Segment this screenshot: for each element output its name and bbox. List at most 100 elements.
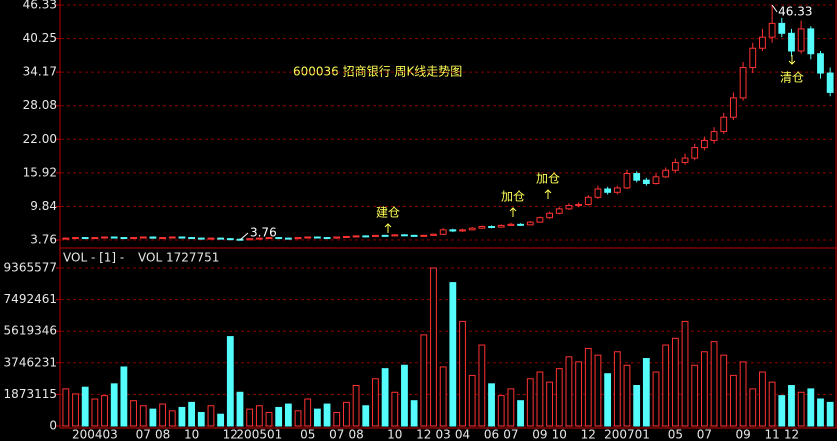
volume-bar xyxy=(313,408,321,427)
candle-body xyxy=(459,229,466,232)
volume-bar xyxy=(246,408,254,427)
y-tick-label: 9.84 xyxy=(30,199,57,213)
y-tick-label: 40.25 xyxy=(23,31,57,45)
x-tick-label: 04 xyxy=(455,428,470,441)
candle-body xyxy=(226,238,234,241)
candle-body xyxy=(594,188,602,198)
y-tick-label: 5619346 xyxy=(4,324,57,338)
x-tick-label: 200701 xyxy=(604,428,650,441)
volume-bar xyxy=(517,400,524,427)
volume-bar xyxy=(391,391,399,427)
indicator-label: VOL - [1] - xyxy=(63,251,124,265)
volume-bar xyxy=(275,406,283,427)
annotation-arrow-head xyxy=(544,189,552,194)
volume-bar xyxy=(323,403,331,427)
x-tick-label: 05 xyxy=(668,428,683,441)
volume-bar xyxy=(730,374,737,427)
candle-body xyxy=(768,22,776,38)
candle-body xyxy=(217,237,225,240)
pointer xyxy=(239,232,249,241)
x-tick-label: 08 xyxy=(155,428,170,441)
volume-bar xyxy=(343,401,350,427)
volume-bar xyxy=(401,364,408,427)
candle-body xyxy=(130,237,137,240)
candle-body xyxy=(139,236,147,239)
candle-body xyxy=(565,205,573,210)
volume-bar xyxy=(294,410,302,427)
volume-bar xyxy=(168,410,176,427)
volume-bar xyxy=(226,336,234,427)
candle-body xyxy=(720,116,728,133)
x-tick-label: 09 xyxy=(532,428,547,441)
volume-bar xyxy=(217,413,225,427)
volume-bar xyxy=(372,378,379,427)
y-tick-label: 9365577 xyxy=(4,261,57,275)
x-tick-label: 07 xyxy=(697,428,712,441)
candle-body xyxy=(575,203,583,207)
y-tick-label: 15.92 xyxy=(23,165,57,179)
candle-body xyxy=(739,67,747,99)
candle-body xyxy=(168,236,176,239)
x-tick-label: 200501 xyxy=(236,428,282,441)
candle-body xyxy=(401,234,408,237)
candle-body xyxy=(671,161,679,171)
volume-bar xyxy=(817,398,824,427)
volume-bar xyxy=(449,282,457,427)
volume-bar xyxy=(91,398,99,427)
x-tick-label: 07 xyxy=(329,428,344,441)
candle-body xyxy=(439,229,447,235)
volume-bar xyxy=(381,368,389,427)
volume-bar xyxy=(749,388,757,427)
volume-bar xyxy=(101,395,108,427)
x-tick-label: 07 xyxy=(136,428,151,441)
volume-bar xyxy=(333,412,341,427)
candle-body xyxy=(691,147,699,159)
volume-bar xyxy=(536,371,544,427)
candle-body xyxy=(536,217,544,223)
candle-body xyxy=(81,237,89,240)
volume-bar xyxy=(575,361,583,427)
high-label: 46.33 xyxy=(778,5,812,19)
volume-bar xyxy=(110,383,118,427)
volume-bar xyxy=(691,364,699,427)
candle-body xyxy=(207,237,215,240)
candle-body xyxy=(62,237,70,240)
x-tick-label: 12 xyxy=(784,428,799,441)
x-tick-label: 10 xyxy=(552,428,567,441)
volume-bar xyxy=(120,366,128,427)
candle-body xyxy=(517,223,524,226)
volume-bar xyxy=(671,337,679,427)
candle-body xyxy=(778,22,786,34)
volume-bar xyxy=(352,385,360,427)
candle-body xyxy=(759,36,766,49)
volume-bar xyxy=(478,344,486,427)
y-tick-label: 28.08 xyxy=(23,98,57,112)
volume-bar xyxy=(265,412,273,427)
candle-body xyxy=(343,235,350,238)
volume-bar xyxy=(507,388,515,427)
pointer xyxy=(771,4,778,13)
candle-body xyxy=(700,139,708,149)
candle-body xyxy=(468,227,476,231)
candle-body xyxy=(381,234,389,237)
x-tick-label: 06 xyxy=(484,428,499,441)
candle-body xyxy=(478,226,486,229)
volume-bar xyxy=(459,320,466,427)
candle-body xyxy=(255,237,263,240)
volume-bar xyxy=(739,361,747,427)
candle-body xyxy=(110,236,118,239)
chart-title: 600036 招商银行 周K线走势图 xyxy=(293,64,462,79)
candle-body xyxy=(313,236,321,239)
candle-body xyxy=(623,173,631,189)
annotation-arrow-head xyxy=(509,207,517,212)
candle-body xyxy=(362,235,370,238)
annotation: 建仓 xyxy=(376,206,400,220)
y-tick-label: 22.00 xyxy=(23,132,57,146)
candle-body xyxy=(584,196,592,205)
candle-body xyxy=(730,97,737,118)
x-tick-label: 200403 xyxy=(72,428,118,441)
volume-bar xyxy=(555,368,563,427)
volume-bar xyxy=(178,406,186,427)
volume-bar xyxy=(613,351,621,427)
